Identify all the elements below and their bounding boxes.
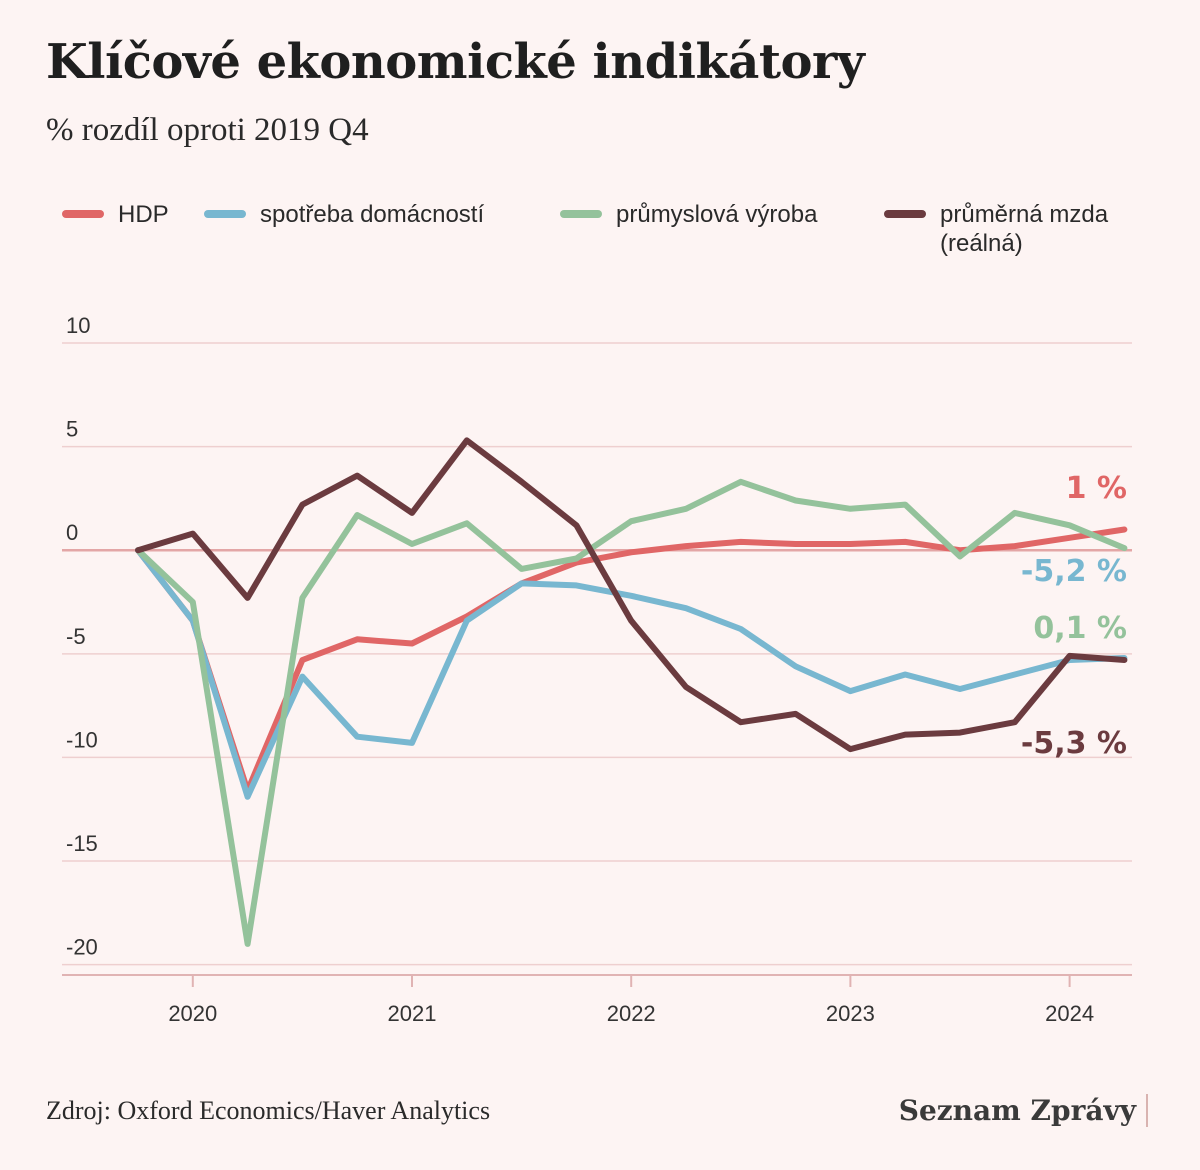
y-tick-label-3: -5 <box>66 624 86 649</box>
legend-label-prumerna-mzda-line1: průměrná mzda <box>940 201 1109 228</box>
legend-swatch-prumerna-mzda <box>884 210 926 218</box>
legend-label-spotreba: spotřeba domácností <box>260 201 485 228</box>
legend-item-spotreba: spotřeba domácností <box>204 200 484 229</box>
series-line-hdp <box>135 526 1128 794</box>
y-tick-label-2: 0 <box>66 520 78 545</box>
y-tick-label-0: 10 <box>66 313 90 338</box>
end-label-prumerna-mzda: -5,3 % <box>1021 726 1127 761</box>
x-tick-label-1: 2021 <box>388 1001 437 1026</box>
legend-item-prumyslova-vyroba: průmyslová výroba <box>560 200 817 229</box>
series-line-spotreba <box>135 547 1128 800</box>
legend-label-hdp: HDP <box>118 201 169 228</box>
legend-item-hdp: HDP <box>62 200 169 229</box>
end-label-spotreba: -5,2 % <box>1021 554 1127 589</box>
legend-label-prumyslova-vyroba: průmyslová výroba <box>616 201 818 228</box>
x-tick-label-2: 2022 <box>607 1001 656 1026</box>
brand-logo: Seznam Zprávy <box>899 1094 1148 1127</box>
end-label-hdp: 1 % <box>1066 471 1127 506</box>
x-tick-label-3: 2023 <box>826 1001 875 1026</box>
x-tick-label-4: 2024 <box>1045 1001 1094 1026</box>
y-tick-label-5: -15 <box>66 831 98 856</box>
legend-swatch-spotreba <box>204 210 246 218</box>
y-tick-label-4: -10 <box>66 727 98 752</box>
legend-label-prumerna-mzda-line2: (reálná) <box>940 230 1023 257</box>
chart-title: Klíčové ekonomické indikátory <box>46 34 865 90</box>
y-tick-label-1: 5 <box>66 417 78 442</box>
end-label-prumyslova-vyroba: 0,1 % <box>1033 611 1127 646</box>
legend-swatch-hdp <box>62 210 104 218</box>
chart-subtitle: % rozdíl oproti 2019 Q4 <box>46 112 369 148</box>
y-tick-label-6: -20 <box>66 935 98 960</box>
x-tick-label-0: 2020 <box>168 1001 217 1026</box>
series-line-prumerna-mzda <box>135 437 1128 753</box>
legend-item-prumerna-mzda: průměrná mzda (reálná) <box>884 200 1108 258</box>
source-note: Zdroj: Oxford Economics/Haver Analytics <box>46 1096 491 1125</box>
legend-label-prumerna-mzda: průměrná mzda (reálná) <box>940 200 1108 258</box>
series-line-prumyslova-vyroba <box>135 478 1128 947</box>
legend-swatch-prumyslova-vyroba <box>560 210 602 218</box>
